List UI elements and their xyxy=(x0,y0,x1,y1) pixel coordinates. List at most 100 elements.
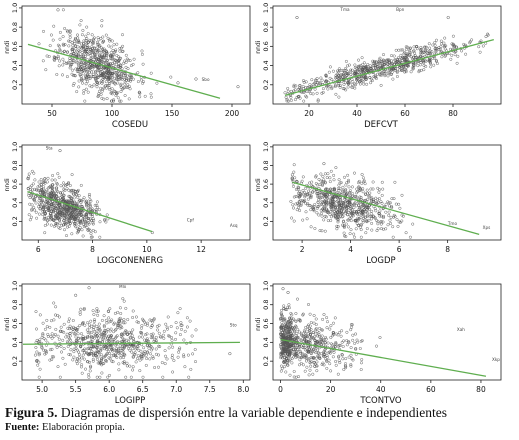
data-point xyxy=(81,45,85,49)
y-axis-label: nndi xyxy=(255,178,262,191)
data-point xyxy=(144,353,148,357)
data-point xyxy=(359,208,363,212)
data-point xyxy=(359,75,363,79)
data-point xyxy=(131,309,135,313)
outlier-point xyxy=(194,77,198,81)
data-point xyxy=(134,360,138,364)
data-point xyxy=(163,349,167,353)
data-point xyxy=(28,202,32,206)
data-point xyxy=(119,72,123,76)
data-point xyxy=(393,180,397,184)
data-point xyxy=(117,319,121,323)
data-point xyxy=(315,364,319,368)
data-point xyxy=(321,180,324,184)
data-point xyxy=(292,352,296,356)
data-point xyxy=(342,339,346,343)
data-point xyxy=(149,352,152,356)
y-tick-label: 0.6 xyxy=(11,179,19,189)
data-point xyxy=(98,220,102,224)
data-point xyxy=(190,334,194,338)
data-point xyxy=(307,329,311,332)
y-tick-label: 0.2 xyxy=(262,216,270,226)
data-point xyxy=(84,77,88,81)
data-point xyxy=(341,200,345,204)
data-point xyxy=(91,50,95,54)
data-point xyxy=(316,354,320,358)
data-point xyxy=(404,48,408,52)
data-point xyxy=(84,367,87,371)
data-point xyxy=(72,49,76,53)
data-point xyxy=(115,54,119,57)
data-point xyxy=(363,205,367,209)
data-point xyxy=(337,183,341,187)
data-point xyxy=(57,175,61,179)
data-point xyxy=(113,90,117,94)
data-point xyxy=(56,365,60,369)
data-point xyxy=(128,87,132,91)
data-point xyxy=(69,190,73,194)
data-point xyxy=(26,177,30,180)
data-point xyxy=(361,213,365,216)
data-point xyxy=(306,197,310,201)
plot-frame xyxy=(272,144,502,241)
data-point xyxy=(374,77,378,80)
data-point xyxy=(79,345,83,349)
data-point xyxy=(354,219,358,223)
data-point xyxy=(334,332,338,336)
data-point xyxy=(285,356,289,360)
data-point xyxy=(122,347,126,351)
y-tick-label: 0.6 xyxy=(11,318,19,328)
data-point xyxy=(174,321,178,325)
data-point xyxy=(117,368,121,372)
data-point xyxy=(348,216,352,220)
data-point xyxy=(27,172,31,176)
data-point xyxy=(360,223,364,227)
data-point xyxy=(90,349,94,353)
data-point xyxy=(313,338,317,342)
data-point xyxy=(359,198,363,201)
data-point xyxy=(106,375,110,379)
data-point xyxy=(75,202,79,206)
data-point xyxy=(33,178,37,182)
data-point xyxy=(83,323,87,327)
x-tick-label: 20 xyxy=(326,385,336,394)
data-point xyxy=(333,83,337,87)
data-point xyxy=(357,185,361,189)
data-point xyxy=(134,315,138,319)
x-tick-label: 10 xyxy=(142,245,152,254)
data-point xyxy=(71,214,75,218)
data-point xyxy=(53,178,57,182)
x-tick-label: 0 xyxy=(278,385,283,394)
data-point xyxy=(117,62,121,65)
data-point xyxy=(106,72,110,76)
data-point xyxy=(194,328,198,332)
data-point xyxy=(344,67,347,71)
data-point xyxy=(155,324,159,328)
data-point xyxy=(428,49,432,53)
data-point xyxy=(365,214,369,218)
data-point xyxy=(397,220,401,224)
data-point xyxy=(93,47,97,51)
data-point xyxy=(98,328,102,332)
data-point xyxy=(326,87,330,91)
data-point xyxy=(39,182,43,186)
data-point xyxy=(124,53,128,57)
data-point xyxy=(345,74,349,78)
data-point xyxy=(333,85,337,88)
data-point xyxy=(72,355,76,359)
data-point xyxy=(309,92,313,96)
scatter-panel-logipp: 5.0 5.5 6.0 6.5 7.0 7.5 8.00.20.40.60.81.0LOGI… xyxy=(4,281,251,406)
data-point xyxy=(350,83,354,87)
data-point xyxy=(346,81,350,84)
data-point xyxy=(121,86,125,90)
data-point xyxy=(132,339,136,343)
data-point xyxy=(281,346,285,350)
data-point xyxy=(298,358,302,362)
data-point xyxy=(37,212,41,216)
data-point xyxy=(58,215,62,219)
trend-line xyxy=(23,341,240,345)
data-point xyxy=(412,55,416,59)
data-point xyxy=(99,58,103,62)
data-point xyxy=(80,340,84,344)
data-point xyxy=(345,72,349,76)
